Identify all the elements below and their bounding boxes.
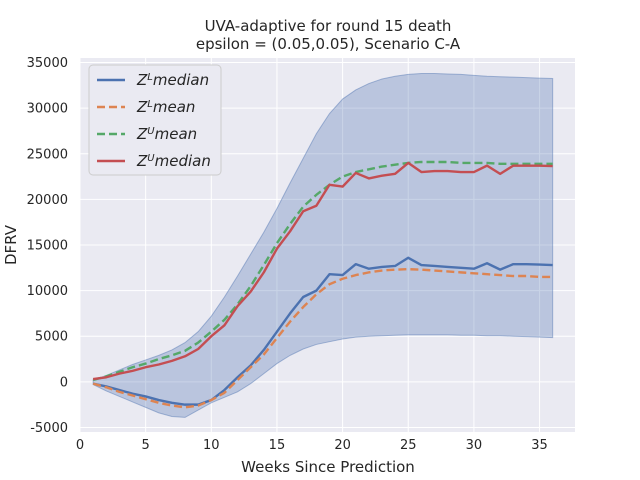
legend-label: ZUmedian	[136, 152, 211, 170]
y-tick-label: 15000	[27, 239, 68, 254]
x-tick-label: 20	[334, 438, 351, 453]
x-tick-label: 5	[142, 438, 150, 453]
legend-label: ZUmean	[136, 125, 197, 143]
uncertainty-band-layer	[92, 73, 554, 418]
y-tick-label: 25000	[27, 147, 68, 162]
series-line	[92, 160, 553, 382]
y-tick-label: 30000	[27, 102, 68, 117]
x-axis-ticks: 0 5 10 15 20 25 30 35	[76, 438, 548, 453]
x-axis-label: Weeks Since Prediction	[241, 458, 415, 476]
y-tick-label: 20000	[27, 193, 68, 208]
x-tick-label: 10	[203, 438, 220, 453]
series-line	[92, 267, 553, 409]
chart-title: UVA-adaptive for round 15 death	[205, 17, 452, 35]
legend: ZLmedian ZLmean ZUmean ZUmedian	[88, 64, 222, 176]
y-tick-label: 0	[60, 375, 68, 390]
y-axis-ticks: -5000 0 5000 10000 15000 20000 25000 30000 35000	[27, 56, 68, 436]
uncertainty-band	[92, 73, 554, 418]
y-tick-label: -5000	[30, 421, 68, 436]
y-axis-label: DFRV	[2, 224, 20, 265]
x-tick-label: 35	[531, 438, 548, 453]
series-layer	[92, 160, 553, 409]
y-tick-label: 35000	[27, 56, 68, 71]
x-tick-label: 25	[400, 438, 417, 453]
x-tick-label: 0	[76, 438, 84, 453]
x-tick-label: 30	[466, 438, 483, 453]
legend-frame	[88, 64, 222, 176]
y-tick-label: 5000	[35, 330, 68, 345]
x-tick-label: 15	[269, 438, 286, 453]
legend-label: ZLmean	[136, 98, 195, 116]
chart-subtitle: epsilon = (0.05,0.05), Scenario C-A	[196, 35, 461, 53]
y-tick-label: 10000	[27, 284, 68, 299]
series-line	[92, 161, 553, 381]
series-line	[92, 256, 553, 406]
legend-label: ZLmedian	[136, 71, 209, 89]
